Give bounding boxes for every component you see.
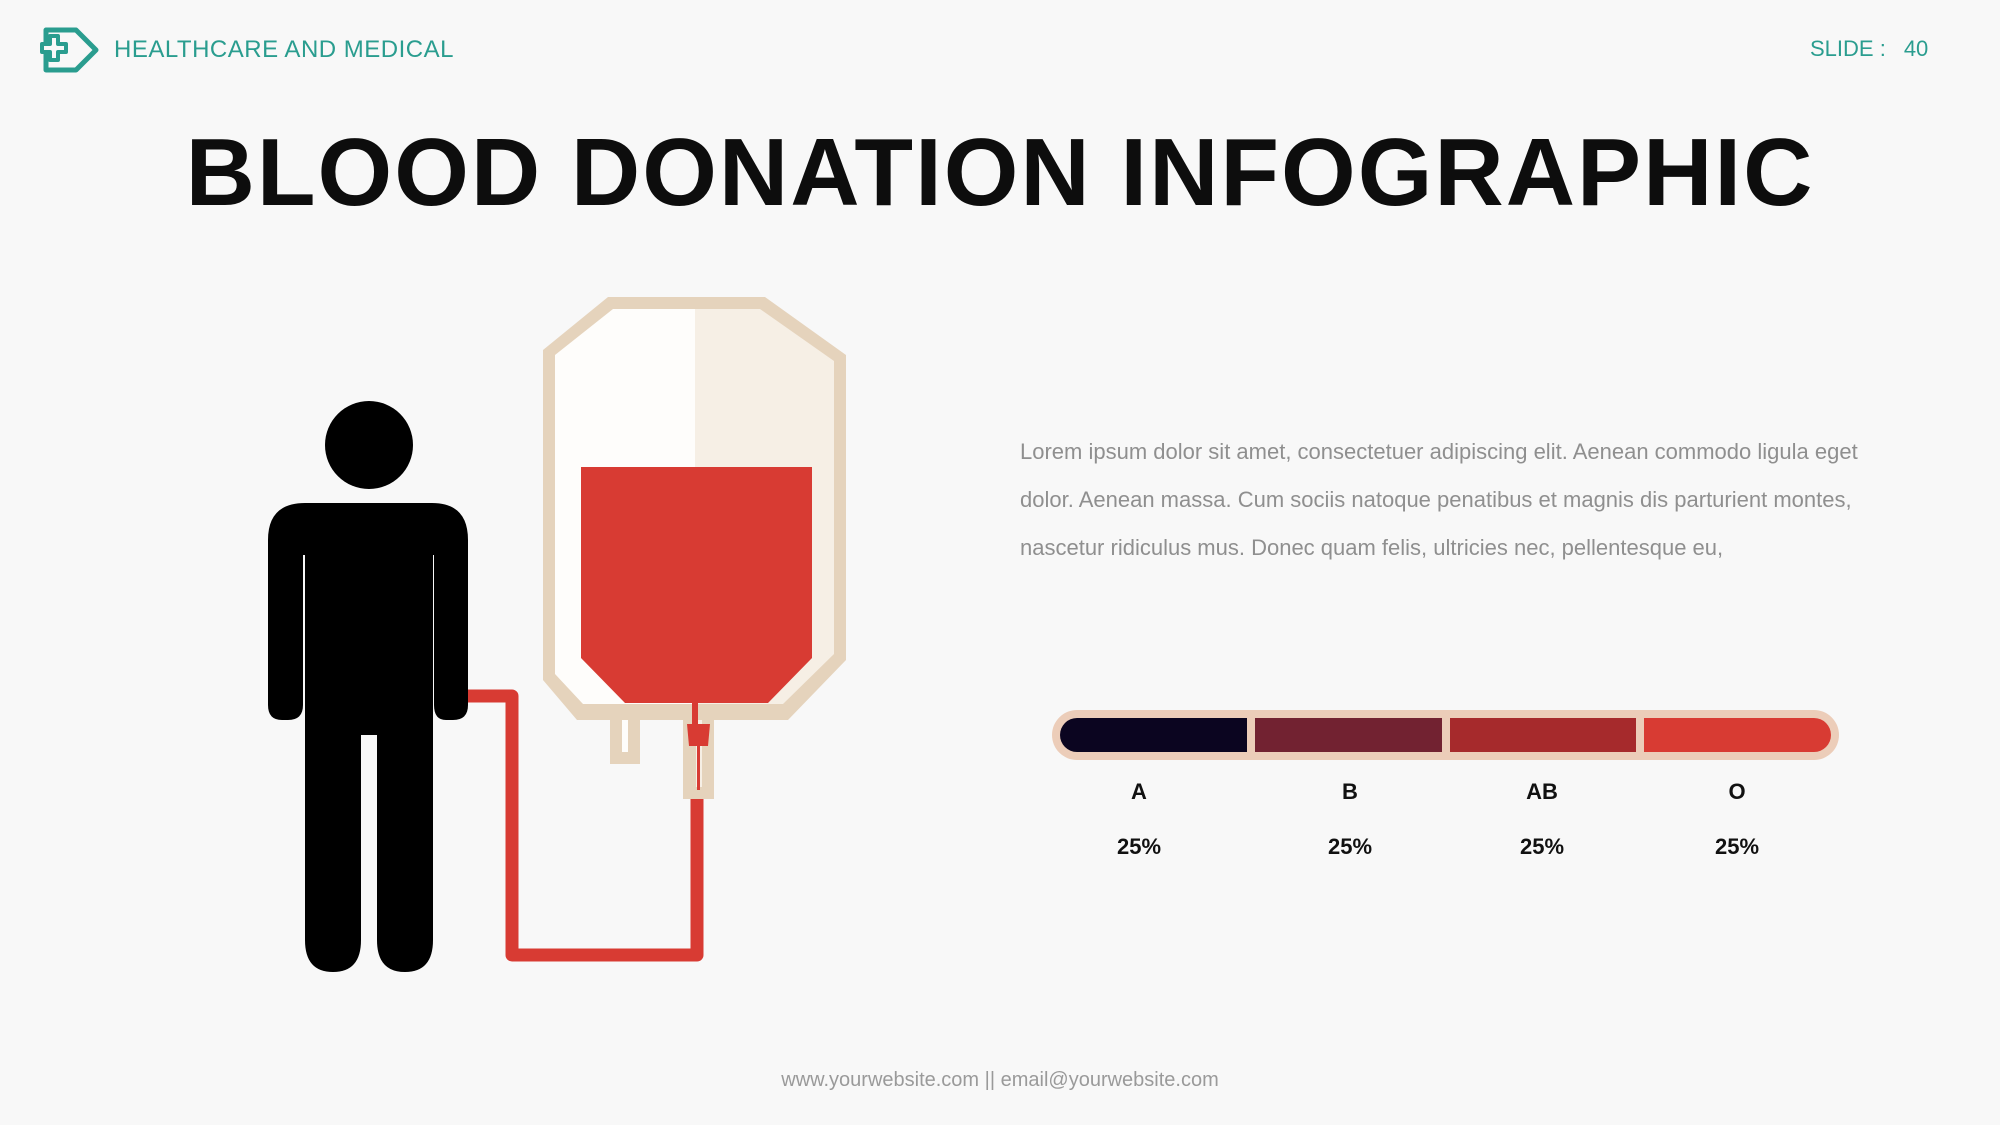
blood-type-bar <box>1052 710 1839 760</box>
blood-type-value-o: 25% <box>1714 834 1760 859</box>
blood-type-segment-ab <box>1449 718 1637 752</box>
blood-type-segment-o <box>1644 718 1831 752</box>
blood-type-segment-b <box>1254 718 1442 752</box>
blood-type-segment-a <box>1060 718 1247 752</box>
medical-cross-shield-icon <box>38 24 100 76</box>
blood-type-label-b: B <box>1342 779 1358 804</box>
slide-label: SLIDE : <box>1810 36 1886 61</box>
blood-tube <box>462 689 704 962</box>
blood-type-label-ab: AB <box>1526 779 1558 804</box>
blood-type-label-a: A <box>1131 779 1147 804</box>
person-icon <box>268 401 468 972</box>
blood-type-value-b: 25% <box>1327 834 1373 859</box>
blood-type-value-ab: 25% <box>1519 834 1565 859</box>
brand: HEALTHCARE AND MEDICAL <box>38 24 454 76</box>
body-text: Lorem ipsum dolor sit amet, consectetuer… <box>1020 439 1858 560</box>
slide-number: SLIDE : 40 <box>1810 38 1928 60</box>
blood-fill <box>581 467 812 790</box>
blood-type-value-a: 25% <box>1116 834 1162 859</box>
brand-name: HEALTHCARE AND MEDICAL <box>114 36 454 63</box>
blood-type-label-o: O <box>1728 779 1746 804</box>
page-title: BLOOD DONATION INFOGRAPHIC <box>185 119 1815 226</box>
footer-contact: www.yourwebsite.com || email@yourwebsite… <box>781 1069 1219 1091</box>
slide-number-value: 40 <box>1903 36 1929 61</box>
blood-bag <box>543 297 846 799</box>
